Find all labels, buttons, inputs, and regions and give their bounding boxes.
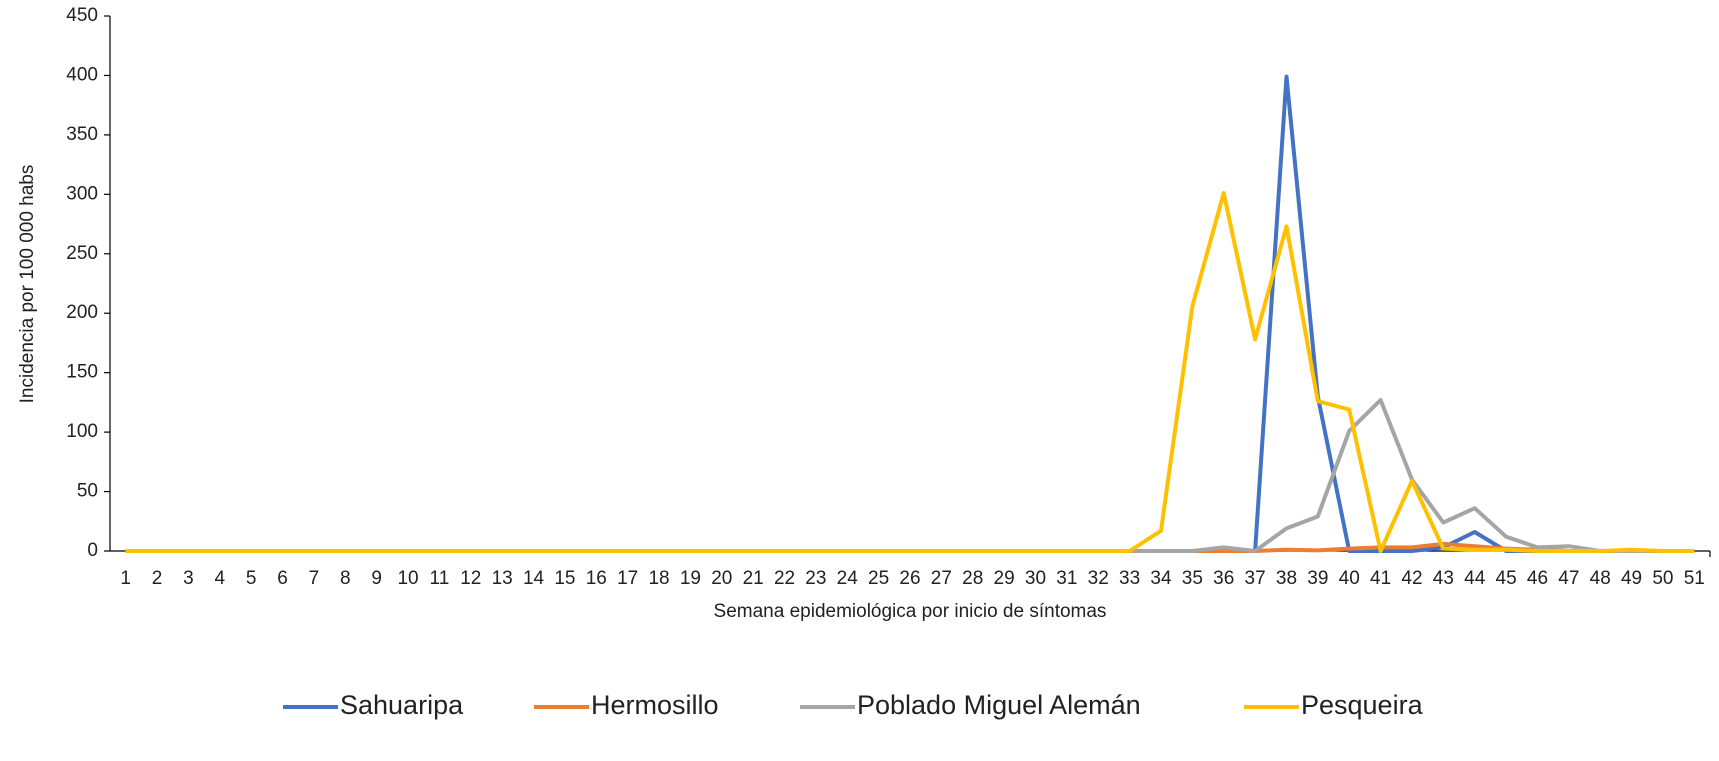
x-tick-label: 43 [1433, 568, 1454, 589]
x-tick-label: 13 [492, 568, 513, 589]
x-tick-label: 36 [1213, 568, 1234, 589]
y-tick-label: 400 [66, 64, 98, 85]
y-tick-label: 300 [66, 183, 98, 204]
legend-label: Pesqueira [1301, 690, 1424, 720]
legend-label: Sahuaripa [340, 690, 464, 720]
x-tick-label: 23 [805, 568, 826, 589]
x-tick-label: 39 [1307, 568, 1328, 589]
y-axis-label: Incidencia por 100 000 habs [17, 165, 38, 404]
x-tick-label: 48 [1590, 568, 1611, 589]
line-series [125, 191, 1695, 553]
y-tick-label: 50 [77, 481, 98, 502]
x-tick-label: 25 [868, 568, 889, 589]
x-tick-label: 12 [460, 568, 481, 589]
x-tick-label: 29 [994, 568, 1015, 589]
x-tick-label: 6 [277, 568, 288, 589]
y-tick-label: 0 [87, 540, 98, 561]
x-tick-label: 1 [120, 568, 131, 589]
x-tick-label: 45 [1496, 568, 1517, 589]
x-tick-label: 4 [215, 568, 226, 589]
legend-label: Hermosillo [591, 690, 719, 720]
x-tick-label: 18 [648, 568, 669, 589]
x-tick-label: 47 [1558, 568, 1579, 589]
x-tick-label: 49 [1621, 568, 1642, 589]
line-series [125, 398, 1695, 553]
x-tick-label: 44 [1464, 568, 1486, 589]
x-tick-label: 5 [246, 568, 257, 589]
x-tick-label: 19 [680, 568, 701, 589]
x-tick-label: 31 [1056, 568, 1077, 589]
x-tick-label: 2 [152, 568, 163, 589]
x-tick-label: 42 [1401, 568, 1422, 589]
x-tick-label: 35 [1182, 568, 1203, 589]
line-series [125, 74, 1695, 553]
x-tick-label: 10 [397, 568, 418, 589]
x-axis-label: Semana epidemiológica por inicio de sínt… [714, 601, 1107, 622]
y-tick-label: 350 [66, 124, 98, 145]
x-tick-label: 24 [837, 568, 859, 589]
x-tick-label: 3 [183, 568, 194, 589]
y-tick-label: 200 [66, 302, 98, 323]
x-tick-label: 33 [1119, 568, 1140, 589]
x-tick-label: 26 [899, 568, 920, 589]
x-tick-label: 11 [430, 568, 450, 589]
x-tick-label: 8 [340, 568, 351, 589]
y-tick-label: 250 [66, 243, 98, 264]
x-tick-label: 14 [523, 568, 545, 589]
x-tick-label: 22 [774, 568, 795, 589]
y-tick-label: 150 [66, 362, 98, 383]
x-tick-label: 38 [1276, 568, 1297, 589]
x-tick-label: 27 [931, 568, 952, 589]
x-tick-label: 16 [586, 568, 607, 589]
x-tick-label: 9 [371, 568, 382, 589]
y-tick-label: 100 [66, 421, 98, 442]
x-tick-label: 41 [1370, 568, 1391, 589]
x-tick-label: 17 [617, 568, 638, 589]
x-tick-label: 37 [1245, 568, 1266, 589]
legend-label: Poblado Miguel Alemán [857, 690, 1141, 720]
x-tick-label: 50 [1652, 568, 1673, 589]
x-tick-label: 7 [309, 568, 320, 589]
x-tick-label: 28 [962, 568, 983, 589]
x-tick-label: 32 [1088, 568, 1109, 589]
x-tick-label: 15 [554, 568, 575, 589]
x-tick-label: 30 [1025, 568, 1046, 589]
x-tick-label: 34 [1150, 568, 1172, 589]
x-tick-label: 46 [1527, 568, 1548, 589]
x-tick-label: 20 [711, 568, 732, 589]
y-tick-label: 450 [66, 5, 98, 26]
x-tick-label: 21 [743, 568, 764, 589]
x-tick-label: 51 [1684, 568, 1705, 589]
x-tick-label: 40 [1339, 568, 1360, 589]
